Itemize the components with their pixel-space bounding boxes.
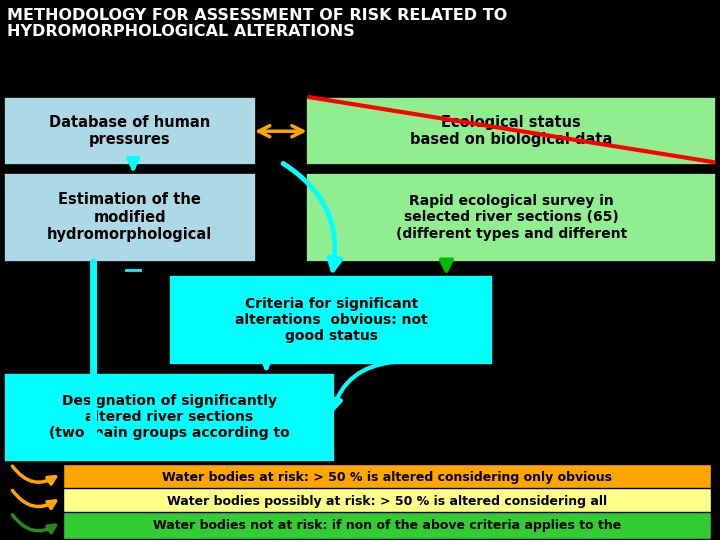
- FancyArrowPatch shape: [12, 490, 55, 508]
- Text: Ecological status
based on biological data: Ecological status based on biological da…: [410, 115, 613, 147]
- Text: Rapid ecological survey in
selected river sections (65)
(different types and dif: Rapid ecological survey in selected rive…: [395, 194, 627, 240]
- FancyBboxPatch shape: [4, 373, 335, 462]
- Text: Estimation of the
modified
hydromorphological: Estimation of the modified hydromorpholo…: [47, 192, 212, 242]
- FancyArrowPatch shape: [12, 515, 55, 532]
- Text: Criteria for significant
alterations  obvious: not
good status: Criteria for significant alterations obv…: [235, 297, 428, 343]
- FancyArrowPatch shape: [12, 466, 55, 484]
- FancyBboxPatch shape: [306, 97, 716, 165]
- FancyBboxPatch shape: [63, 464, 711, 490]
- FancyBboxPatch shape: [4, 97, 256, 165]
- FancyArrowPatch shape: [331, 362, 393, 409]
- FancyBboxPatch shape: [63, 512, 711, 539]
- Text: Database of human
pressures: Database of human pressures: [49, 115, 210, 147]
- Text: HYDROMORPHOLOGICAL ALTERATIONS: HYDROMORPHOLOGICAL ALTERATIONS: [7, 24, 355, 39]
- FancyBboxPatch shape: [306, 173, 716, 262]
- Text: Water bodies possibly at risk: > 50 % is altered considering all: Water bodies possibly at risk: > 50 % is…: [167, 495, 607, 508]
- Text: Designation of significantly
altered river sections
(two main groups according t: Designation of significantly altered riv…: [49, 394, 289, 440]
- Text: Water bodies at risk: > 50 % is altered considering only obvious: Water bodies at risk: > 50 % is altered …: [162, 470, 612, 484]
- FancyBboxPatch shape: [63, 488, 711, 515]
- FancyArrowPatch shape: [283, 164, 341, 270]
- Text: METHODOLOGY FOR ASSESSMENT OF RISK RELATED TO: METHODOLOGY FOR ASSESSMENT OF RISK RELAT…: [7, 8, 508, 23]
- FancyBboxPatch shape: [169, 275, 493, 364]
- FancyBboxPatch shape: [4, 173, 256, 262]
- Text: Water bodies not at risk: if non of the above criteria applies to the: Water bodies not at risk: if non of the …: [153, 519, 621, 532]
